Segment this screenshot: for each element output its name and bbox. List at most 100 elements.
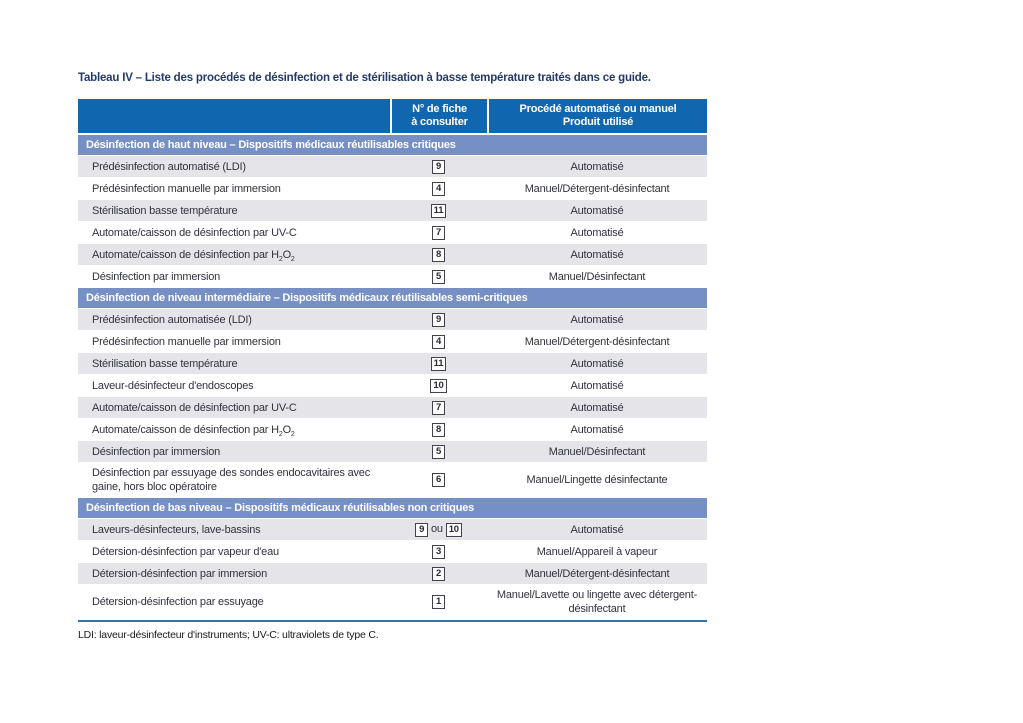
table-row: Prédésinfection automatisée (LDI) 9 Automa…: [78, 309, 707, 330]
table-row: Désinfection par immersion 5 Manuel/Désinf…: [78, 441, 707, 462]
fiche-number-chip: 3: [432, 544, 445, 559]
table-header-row: N° de fiche à consulter Procédé automati…: [78, 99, 707, 133]
fiche-number-cell: 6: [390, 473, 487, 488]
fiche-number-cell: 7: [390, 400, 487, 415]
mode-cell: Manuel/Désinfectant: [548, 445, 646, 458]
fiche-number-chip: 1: [432, 595, 445, 610]
fiche-number-cell: 9 ou 10: [390, 522, 487, 537]
fiche-number-cell: 9: [390, 159, 487, 174]
header-cell-fiche: N° de fiche à consulter: [390, 99, 487, 133]
fiche-number-cell: 4: [390, 334, 487, 349]
table-row: Prédésinfection manuelle par immersion 4 M…: [78, 331, 707, 352]
fiche-number-cell: 1: [390, 595, 487, 610]
procedure-label: Désinfection par immersion: [92, 445, 221, 458]
fiche-number-chip: 8: [432, 247, 445, 262]
fiche-number-chip: 9: [432, 159, 445, 174]
header-fiche-line1: N° de fiche: [412, 103, 467, 115]
fiche-number-chip: 7: [432, 225, 445, 240]
table-row: Détersion-désinfection par immersion 2 Man…: [78, 563, 707, 584]
mode-cell: Automatisé: [570, 423, 624, 436]
fiche-number-chip: 5: [432, 269, 445, 284]
mode-cell: Automatisé: [570, 226, 624, 239]
table-body: Désinfection de haut niveau – Dispositif…: [78, 135, 707, 619]
procedure-label: Désinfection par essuyage des sondes end…: [92, 467, 371, 493]
fiche-number-cell: 10: [390, 378, 487, 393]
table-row: Automate/caisson de désinfection par UV-…: [78, 222, 707, 243]
procedure-label: Détersion-désinfection par immersion: [92, 567, 267, 580]
table-row: Prédésinfection manuelle par immersion 4 M…: [78, 178, 707, 199]
fiche-number-chip: 7: [432, 400, 445, 415]
mode-cell: Manuel/Détergent-désinfectant: [524, 567, 670, 580]
procedure-label: Prédésinfection manuelle par immersion: [92, 335, 281, 348]
mode-cell: Automatisé: [570, 248, 624, 261]
mode-cell: Automatisé: [570, 357, 624, 370]
fiche-number-cell: 2: [390, 566, 487, 581]
fiche-number-chip: 5: [432, 444, 445, 459]
table-bottom-rule: [78, 620, 707, 622]
fiche-number-chip: 8: [432, 422, 445, 437]
section-band: Désinfection de haut niveau – Dispositif…: [78, 135, 707, 155]
fiche-number-chip: 4: [432, 181, 445, 196]
table-row: Stérilisation basse température 11 Automat…: [78, 200, 707, 221]
header-procede-line1: Procédé automatisé ou manuel: [519, 103, 677, 115]
procedure-label: Automate/caisson de désinfection par UV-…: [92, 401, 297, 414]
mode-cell: Manuel/Détergent-désinfectant: [524, 335, 670, 348]
fiche-number-chip: 11: [430, 356, 447, 371]
fiche-number-chip: 10: [445, 522, 462, 537]
table-row: Désinfection par immersion 5 Manuel/Désinf…: [78, 266, 707, 287]
table-row: Laveurs-désinfecteurs, lave-bassins 9 ou …: [78, 519, 707, 540]
fiche-number-chip: 4: [432, 334, 445, 349]
procedure-label: Laveurs-désinfecteurs, lave-bassins: [92, 523, 261, 536]
table-row: Automate/caisson de désinfection par H2O…: [78, 244, 707, 265]
fiche-number-cell: 7: [390, 225, 487, 240]
header-fiche-line2: à consulter: [411, 116, 468, 128]
procedure-label: Désinfection par immersion: [92, 270, 221, 283]
fiche-number-cell: 5: [390, 444, 487, 459]
procedure-label: Prédésinfection automatisé (LDI): [92, 160, 246, 173]
table-caption: Tableau IV – Liste des procédés de désin…: [78, 72, 651, 84]
table-row: Laveur-désinfecteur d'endoscopes 10 Automa…: [78, 375, 707, 396]
table-row: Détersion-désinfection par vapeur d'eau 3…: [78, 541, 707, 562]
procedure-label: Détersion-désinfection par essuyage: [92, 596, 264, 608]
header-cell-empty: [78, 99, 390, 133]
procedure-label: Automate/caisson de désinfection par H2O…: [92, 423, 295, 438]
footnote: LDI: laveur-désinfecteur d'instruments; …: [78, 629, 379, 641]
procedures-table: N° de fiche à consulter Procédé automati…: [78, 99, 707, 622]
procedure-label: Automate/caisson de désinfection par UV-…: [92, 226, 297, 239]
table-row: Automate/caisson de désinfection par UV-…: [78, 397, 707, 418]
header-cell-procede: Procédé automatisé ou manuel Produit uti…: [487, 99, 707, 133]
mode-cell: Automatisé: [570, 379, 624, 392]
procedure-label: Stérilisation basse température: [92, 204, 238, 217]
header-procede-line2: Produit utilisé: [562, 116, 634, 128]
procedure-label: Stérilisation basse température: [92, 357, 238, 370]
fiche-number-cell: 8: [390, 422, 487, 437]
fiche-number-chip: 6: [432, 473, 445, 488]
mode-cell: Automatisé: [570, 401, 624, 414]
table-row: Désinfection par essuyage des sondes end…: [78, 463, 707, 497]
mode-cell: Manuel/Désinfectant: [548, 270, 646, 283]
fiche-number-cell: 4: [390, 181, 487, 196]
table-row: Automate/caisson de désinfection par H2O…: [78, 419, 707, 440]
mode-cell: Manuel/Appareil à vapeur: [536, 545, 658, 558]
table-row: Stérilisation basse température 11 Automat…: [78, 353, 707, 374]
mode-cell: Manuel/Lingette désinfectante: [526, 474, 668, 486]
procedure-label: Détersion-désinfection par vapeur d'eau: [92, 545, 279, 558]
mode-cell: Manuel/Détergent-désinfectant: [524, 182, 670, 195]
table-row: Détersion-désinfection par essuyage 1 Manu…: [78, 585, 707, 619]
fiche-number-cell: 3: [390, 544, 487, 559]
fiche-number-chip: 9: [415, 522, 429, 537]
fiche-number-cell: 11: [390, 356, 487, 371]
procedure-label: Prédésinfection automatisée (LDI): [92, 313, 252, 326]
mode-cell: Automatisé: [570, 204, 624, 217]
fiche-number-chip: 11: [430, 203, 447, 218]
mode-cell: Automatisé: [570, 313, 624, 326]
fiche-number-chip: 10: [430, 378, 447, 393]
fiche-number-cell: 8: [390, 247, 487, 262]
mode-cell: Automatisé: [570, 523, 624, 536]
mode-cell: Manuel/Lavette ou lingette avec détergen…: [496, 589, 698, 615]
procedure-label: Laveur-désinfecteur d'endoscopes: [92, 379, 254, 392]
fiche-number-chip: 9: [432, 312, 445, 327]
fiche-number-chip: 2: [432, 566, 445, 581]
section-band: Désinfection de niveau intermédiaire – D…: [78, 288, 707, 308]
